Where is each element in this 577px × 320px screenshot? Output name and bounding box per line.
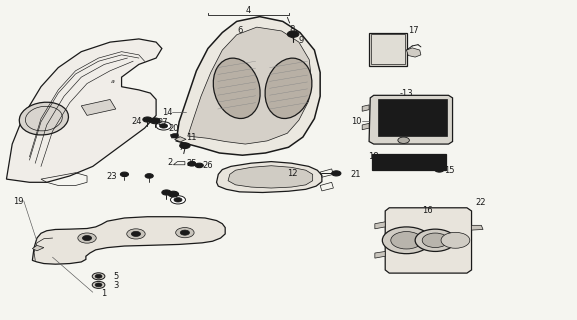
Text: 11: 11 (186, 133, 197, 142)
Text: a: a (111, 79, 115, 84)
Text: 14: 14 (162, 108, 172, 117)
Circle shape (415, 229, 455, 252)
Circle shape (83, 236, 92, 241)
Circle shape (383, 227, 430, 254)
Polygon shape (369, 95, 452, 144)
Polygon shape (32, 217, 225, 264)
Circle shape (143, 117, 152, 122)
Text: -13: -13 (400, 89, 413, 98)
Text: 18: 18 (368, 152, 379, 161)
Circle shape (145, 174, 153, 178)
Circle shape (78, 233, 96, 243)
Bar (372, 154, 445, 170)
Circle shape (287, 31, 299, 37)
Circle shape (95, 283, 102, 287)
Text: 17: 17 (408, 26, 419, 35)
Polygon shape (407, 48, 421, 57)
Circle shape (174, 197, 182, 202)
Polygon shape (32, 245, 44, 251)
Text: 25: 25 (186, 159, 197, 168)
Bar (369, 33, 407, 66)
Polygon shape (375, 222, 385, 229)
Text: 5: 5 (114, 272, 119, 281)
Text: 20: 20 (169, 124, 179, 132)
Polygon shape (174, 137, 186, 142)
Text: 16: 16 (422, 206, 433, 215)
Text: 7: 7 (178, 143, 183, 152)
Polygon shape (362, 105, 369, 111)
Circle shape (179, 143, 190, 148)
Text: 1: 1 (102, 289, 107, 298)
Ellipse shape (213, 58, 260, 118)
Circle shape (180, 230, 189, 235)
Circle shape (92, 281, 105, 288)
Text: 12: 12 (287, 169, 298, 178)
Polygon shape (228, 166, 313, 188)
Circle shape (188, 162, 196, 166)
Ellipse shape (265, 58, 312, 118)
Circle shape (171, 134, 178, 138)
Polygon shape (216, 162, 322, 193)
Circle shape (195, 163, 203, 168)
Text: 10: 10 (351, 117, 362, 126)
Bar (371, 34, 405, 64)
Circle shape (127, 229, 145, 239)
Text: 6: 6 (237, 27, 242, 36)
Circle shape (422, 233, 448, 248)
Circle shape (168, 191, 178, 197)
Ellipse shape (19, 102, 69, 135)
Text: 15: 15 (444, 166, 455, 175)
Circle shape (150, 118, 160, 124)
Text: 24: 24 (131, 116, 142, 126)
Text: 22: 22 (475, 197, 486, 206)
Circle shape (170, 196, 185, 204)
Circle shape (121, 172, 129, 177)
Circle shape (398, 137, 409, 143)
Circle shape (132, 231, 141, 236)
Text: 21: 21 (351, 170, 361, 179)
Polygon shape (362, 123, 369, 130)
Circle shape (162, 190, 171, 195)
Circle shape (92, 273, 105, 280)
Circle shape (175, 228, 194, 238)
Circle shape (156, 122, 171, 130)
Circle shape (391, 232, 422, 249)
Text: 9: 9 (299, 36, 304, 45)
Text: 26: 26 (202, 161, 213, 170)
Circle shape (95, 274, 102, 278)
Polygon shape (176, 17, 320, 155)
Text: 3: 3 (114, 281, 119, 290)
Circle shape (332, 171, 341, 176)
Polygon shape (6, 39, 162, 182)
Text: 19: 19 (13, 197, 24, 206)
Circle shape (434, 167, 444, 172)
Polygon shape (81, 100, 116, 116)
Text: 2: 2 (167, 158, 172, 167)
Circle shape (441, 232, 470, 248)
Bar (378, 99, 447, 136)
Polygon shape (471, 225, 483, 230)
Circle shape (160, 124, 168, 128)
Polygon shape (188, 27, 312, 144)
Polygon shape (375, 252, 385, 258)
Text: 27: 27 (158, 118, 168, 127)
Text: 8: 8 (290, 25, 295, 34)
Polygon shape (385, 208, 471, 273)
Text: 23: 23 (106, 172, 117, 181)
Text: 4: 4 (246, 6, 251, 15)
